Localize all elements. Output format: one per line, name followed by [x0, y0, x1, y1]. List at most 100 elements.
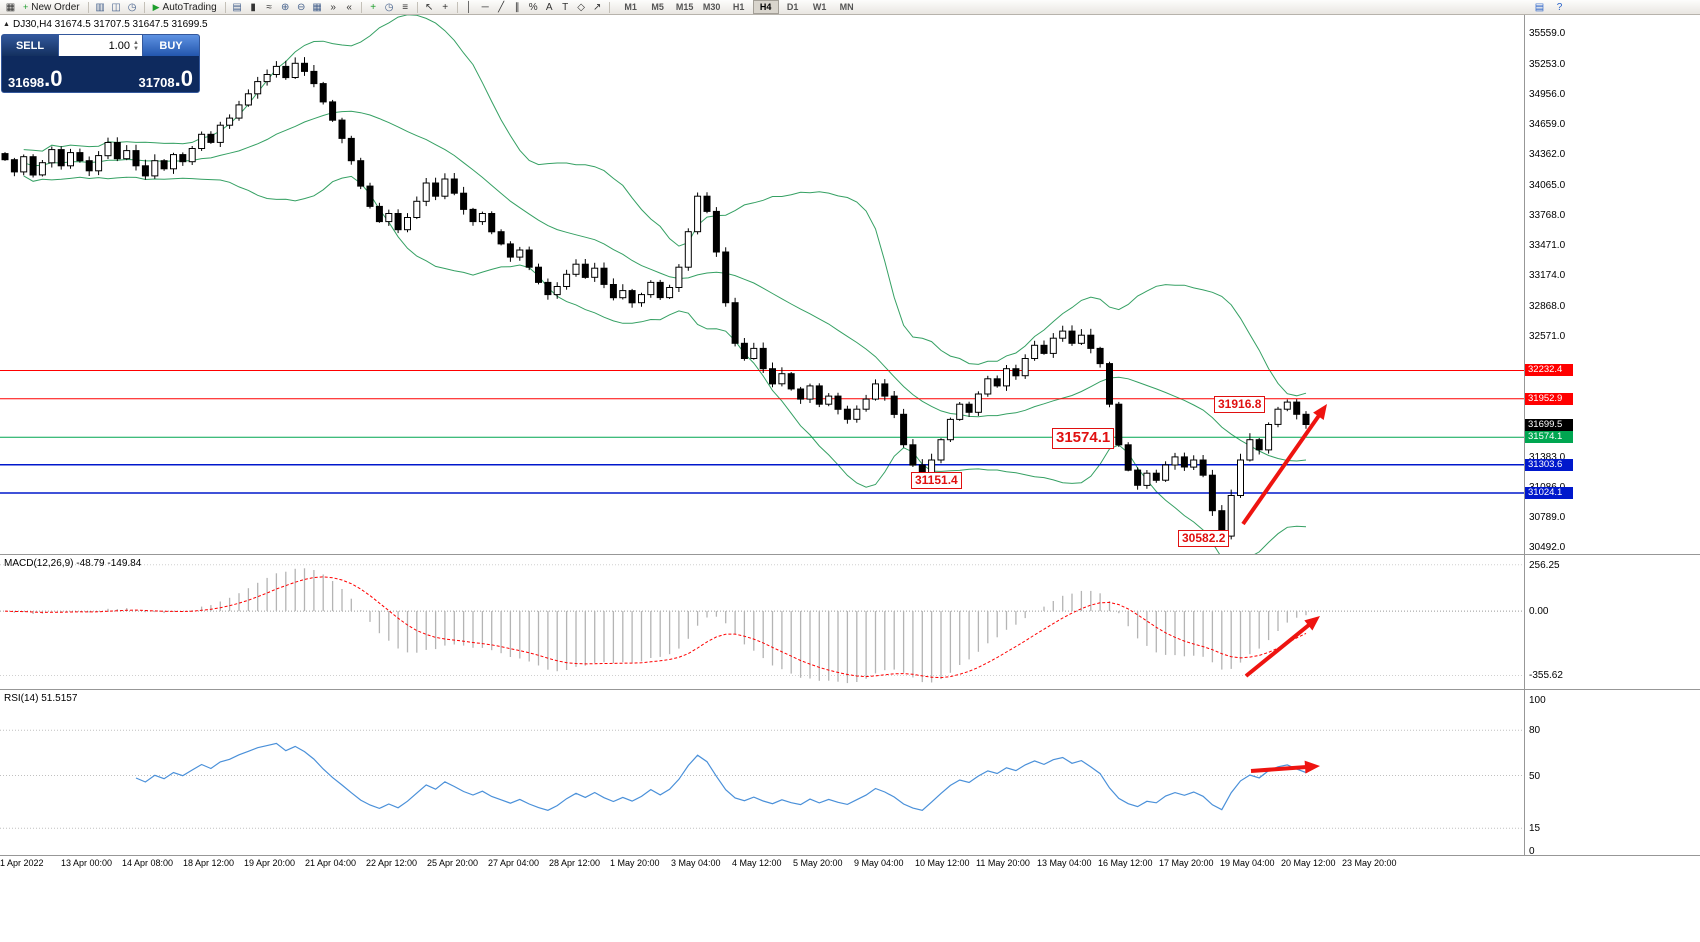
- macd-scale-label: 256.25: [1529, 559, 1560, 571]
- periods-icon[interactable]: ◷: [384, 1, 394, 13]
- chart-list-icon[interactable]: ▤: [1534, 2, 1545, 13]
- time-axis-label: 21 Apr 04:00: [305, 858, 357, 868]
- time-axis-label: 19 May 04:00: [1220, 858, 1275, 868]
- text-tool-icon[interactable]: A: [545, 1, 553, 13]
- timeframe-button-h1[interactable]: H1: [732, 2, 745, 12]
- rsi-canvas[interactable]: [0, 690, 1524, 855]
- rsi-scale-label: 80: [1529, 725, 1541, 737]
- label-tool-icon[interactable]: T: [562, 1, 569, 13]
- trendline-icon[interactable]: ╱: [498, 1, 505, 13]
- timeframe-button-d1[interactable]: D1: [786, 2, 799, 12]
- zoom-out-icon[interactable]: ⊖: [296, 1, 306, 13]
- macd-indicator-label: MACD(12,26,9) -48.79 -149.84: [4, 558, 142, 569]
- toolbar-separator: [87, 1, 89, 13]
- time-axis-label: 3 May 04:00: [671, 858, 721, 868]
- tile-windows-icon[interactable]: ▦: [312, 1, 322, 13]
- macd-signal-line: [4, 576, 1307, 679]
- time-axis-label: 19 Apr 20:00: [244, 858, 296, 868]
- time-axis-label: 18 Apr 12:00: [183, 858, 235, 868]
- time-axis-label: 1 Apr 2022: [0, 858, 44, 868]
- timeframe-button-m30[interactable]: M30: [702, 2, 721, 12]
- time-axis-label: 5 May 20:00: [793, 858, 843, 868]
- buy-button[interactable]: BUY: [142, 35, 199, 56]
- time-axis-label: 10 May 12:00: [915, 858, 970, 868]
- time-axis[interactable]: 1 Apr 2022 13 Apr 00:00 14 Apr 08:00 18 Apr…: [0, 856, 1700, 872]
- auto-scroll-icon[interactable]: »: [330, 1, 336, 13]
- time-axis-label: 23 May 20:00: [1342, 858, 1397, 868]
- main-toolbar: ▦ + New Order ▥ ◫ ◷ ▶ AutoTrading ▤ ▮ ≈ …: [0, 0, 1700, 15]
- time-axis-label: 22 Apr 12:00: [366, 858, 418, 868]
- toolbar-right-group: ▤ ?: [1532, 1, 1567, 14]
- candles-chart-icon[interactable]: ▮: [250, 1, 256, 13]
- horizontal-line-icon[interactable]: ─: [481, 1, 489, 13]
- rsi-scale-label: 100: [1529, 695, 1546, 706]
- timeframe-button-h4[interactable]: H4: [752, 0, 779, 14]
- shapes-tool-icon[interactable]: ◇: [577, 1, 585, 13]
- time-axis-label: 20 May 12:00: [1281, 858, 1336, 868]
- toolbar-separator: [608, 1, 610, 13]
- time-axis-label: 25 Apr 20:00: [427, 858, 479, 868]
- timeframe-toolbar: M1 M5 M15 M30 H1 H4 D1 W1 MN: [618, 0, 860, 14]
- vertical-line-icon[interactable]: │: [466, 1, 473, 13]
- rsi-scale-label: 50: [1529, 770, 1541, 782]
- price-tag-31952.9: 31952.9: [1525, 392, 1573, 405]
- profiles-icon[interactable]: ◫: [111, 1, 121, 13]
- help-icon[interactable]: ?: [1556, 2, 1563, 13]
- time-axis-label: 28 Apr 12:00: [549, 858, 601, 868]
- volume-down-button[interactable]: ▼: [133, 45, 139, 52]
- price-tag-31303.6: 31303.6: [1525, 458, 1573, 471]
- zoom-in-icon[interactable]: ⊕: [280, 1, 290, 13]
- bollinger-lower-band: [23, 175, 1307, 554]
- line-chart-icon[interactable]: ≈: [266, 1, 272, 13]
- buy-price-pips: .0: [174, 66, 193, 92]
- cursor-icon[interactable]: ↖: [424, 1, 434, 13]
- rsi-scale-label: 0: [1529, 846, 1535, 857]
- price-scale-label: 32868.0: [1529, 300, 1566, 312]
- trade-panel-collapse-icon[interactable]: ▲: [3, 21, 10, 28]
- price-chart-canvas[interactable]: [0, 15, 1524, 554]
- sell-button[interactable]: SELL: [2, 35, 59, 56]
- charts-icon[interactable]: ▥: [95, 1, 105, 13]
- volume-input[interactable]: 1.00 ▲ ▼: [59, 35, 142, 56]
- volume-up-button[interactable]: ▲: [133, 39, 139, 46]
- new-order-button[interactable]: + New Order: [19, 1, 84, 14]
- alerts-icon[interactable]: ◷: [127, 1, 137, 13]
- time-axis-label: 13 Apr 00:00: [61, 858, 113, 868]
- indicators-icon[interactable]: +: [370, 1, 377, 13]
- buy-price-main: 31708: [138, 75, 175, 90]
- sell-price: 31698 .0: [8, 68, 63, 90]
- arrow-tool-icon[interactable]: ↗: [592, 1, 602, 13]
- candlesticks: [1, 57, 1310, 541]
- autotrading-play-icon: ▶: [152, 1, 160, 12]
- timeframe-button-m1[interactable]: M1: [624, 2, 637, 12]
- price-scale-label: 35253.0: [1529, 59, 1566, 71]
- timeframe-button-mn[interactable]: MN: [839, 2, 854, 12]
- price-annotation-31151.4[interactable]: 31151.4: [911, 472, 962, 489]
- channel-icon[interactable]: ∥: [514, 1, 520, 13]
- crosshair-icon[interactable]: +: [442, 1, 449, 13]
- toolbar-separator: [416, 1, 418, 13]
- price-scale-label: 34362.0: [1529, 149, 1566, 161]
- price-annotation-31574.1[interactable]: 31574.1: [1052, 428, 1115, 449]
- new-order-label: New Order: [31, 1, 80, 13]
- price-scale-label: 35559.0: [1529, 28, 1566, 39]
- autotrading-button[interactable]: ▶ AutoTrading: [149, 1, 221, 14]
- chart-shift-icon[interactable]: «: [346, 1, 352, 13]
- price-annotation-31916.8[interactable]: 31916.8: [1214, 396, 1266, 413]
- bollinger-middle-band: [23, 110, 1307, 462]
- fibonacci-icon[interactable]: %: [528, 1, 538, 13]
- price-scale[interactable]: 35559.0 35253.0 34956.0 34659.0 34362.0 34065…: [1524, 15, 1700, 554]
- timeframe-button-m5[interactable]: M5: [651, 2, 664, 12]
- templates-icon[interactable]: ≡: [402, 1, 409, 13]
- time-axis-label: 11 May 20:00: [976, 858, 1030, 868]
- price-annotation-30582.2[interactable]: 30582.2: [1178, 530, 1230, 547]
- time-axis-label: 16 May 12:00: [1098, 858, 1153, 868]
- timeframe-button-w1[interactable]: W1: [812, 2, 827, 12]
- rsi-line: [135, 742, 1307, 811]
- price-chart-panel: ▲ DJ30,H4 31674.5 31707.5 31647.5 31699.…: [0, 15, 1700, 555]
- new-chart-icon[interactable]: ▤: [232, 1, 242, 13]
- macd-panel: MACD(12,26,9) -48.79 -149.84 256.25 0.00 -…: [0, 555, 1700, 690]
- timeframe-button-m15[interactable]: M15: [675, 2, 694, 12]
- macd-canvas[interactable]: [0, 555, 1524, 689]
